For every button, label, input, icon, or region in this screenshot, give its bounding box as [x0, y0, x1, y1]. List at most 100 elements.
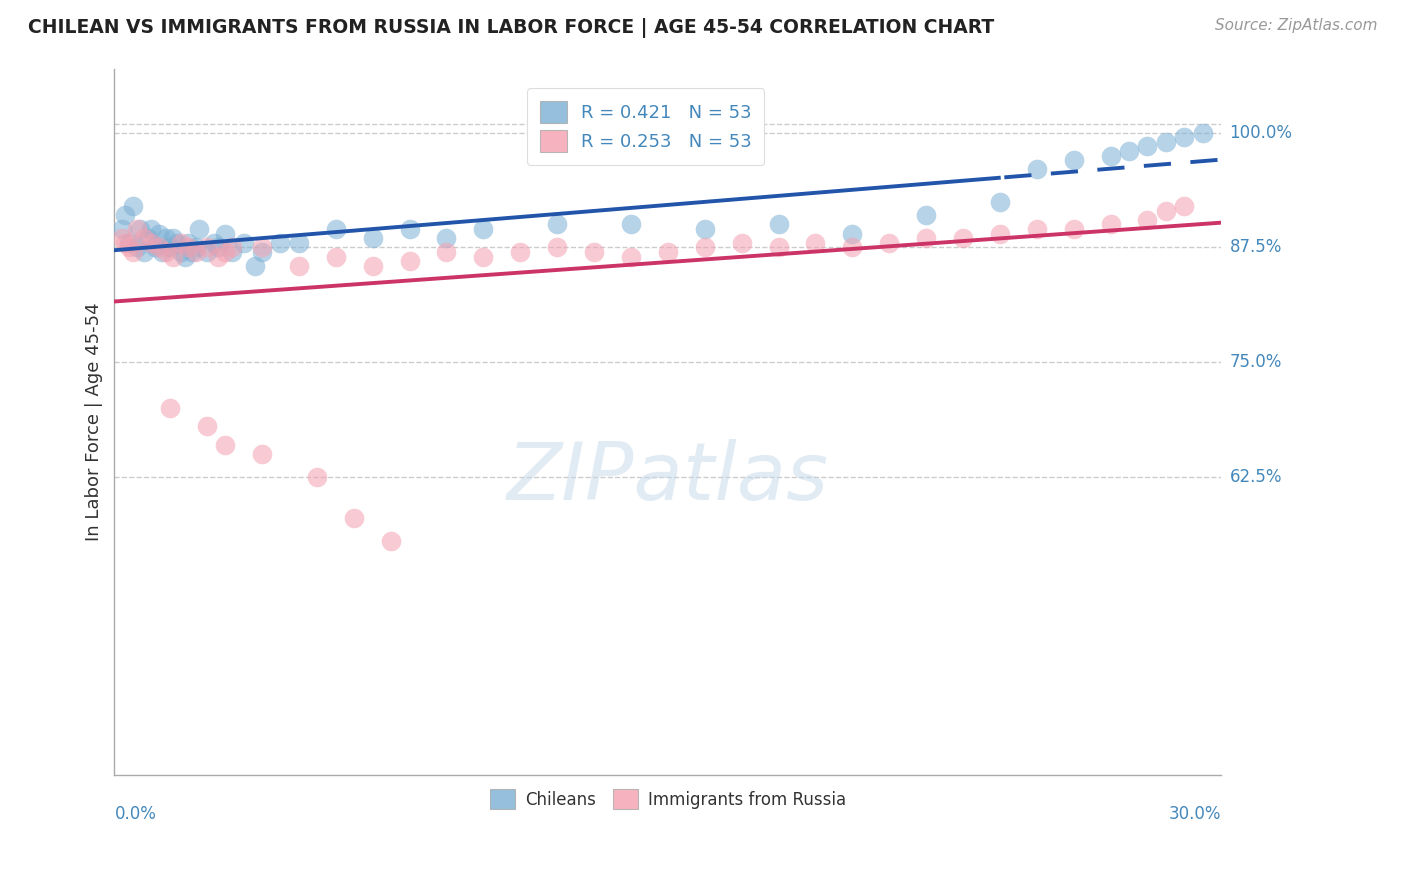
- Point: [988, 227, 1011, 241]
- Point: [1154, 203, 1177, 218]
- Point: [398, 254, 420, 268]
- Point: [170, 245, 193, 260]
- Point: [877, 235, 900, 250]
- Text: 75.0%: 75.0%: [1230, 353, 1282, 371]
- Point: [509, 245, 531, 260]
- Text: 87.5%: 87.5%: [1230, 238, 1282, 256]
- Point: [693, 222, 716, 236]
- Point: [166, 235, 188, 250]
- Point: [730, 235, 752, 250]
- Point: [250, 240, 273, 254]
- Point: [472, 222, 495, 236]
- Point: [155, 231, 177, 245]
- Point: [173, 250, 195, 264]
- Point: [841, 227, 863, 241]
- Point: [159, 401, 181, 415]
- Point: [841, 240, 863, 254]
- Point: [148, 240, 170, 254]
- Point: [307, 469, 329, 483]
- Point: [768, 240, 790, 254]
- Point: [121, 199, 143, 213]
- Point: [1136, 213, 1159, 227]
- Text: 62.5%: 62.5%: [1230, 467, 1282, 486]
- Point: [1173, 130, 1195, 145]
- Text: 0.0%: 0.0%: [114, 805, 156, 823]
- Point: [915, 208, 938, 222]
- Point: [472, 250, 495, 264]
- Legend: Chileans, Immigrants from Russia: Chileans, Immigrants from Russia: [484, 782, 852, 816]
- Point: [177, 235, 200, 250]
- Point: [1136, 139, 1159, 153]
- Point: [436, 245, 458, 260]
- Point: [121, 245, 143, 260]
- Point: [214, 245, 236, 260]
- Point: [583, 245, 606, 260]
- Point: [380, 533, 402, 548]
- Point: [325, 250, 347, 264]
- Point: [250, 245, 273, 260]
- Point: [188, 222, 211, 236]
- Point: [143, 240, 166, 254]
- Point: [1025, 222, 1047, 236]
- Point: [141, 235, 163, 250]
- Point: [288, 259, 311, 273]
- Point: [159, 240, 181, 254]
- Point: [132, 245, 155, 260]
- Point: [546, 240, 568, 254]
- Point: [1025, 162, 1047, 177]
- Point: [162, 250, 184, 264]
- Text: 100.0%: 100.0%: [1230, 124, 1292, 142]
- Point: [195, 240, 218, 254]
- Point: [232, 235, 254, 250]
- Point: [361, 259, 384, 273]
- Point: [195, 419, 218, 434]
- Point: [620, 218, 643, 232]
- Point: [141, 222, 163, 236]
- Point: [1099, 218, 1122, 232]
- Point: [1118, 144, 1140, 158]
- Point: [111, 222, 134, 236]
- Point: [221, 240, 243, 254]
- Point: [136, 231, 159, 245]
- Point: [1063, 222, 1085, 236]
- Point: [1099, 149, 1122, 163]
- Point: [184, 245, 207, 260]
- Point: [657, 245, 679, 260]
- Point: [118, 235, 141, 250]
- Point: [155, 245, 177, 260]
- Point: [129, 222, 152, 236]
- Point: [243, 259, 266, 273]
- Point: [1063, 153, 1085, 168]
- Point: [620, 250, 643, 264]
- Text: Source: ZipAtlas.com: Source: ZipAtlas.com: [1215, 18, 1378, 33]
- Point: [132, 231, 155, 245]
- Point: [325, 222, 347, 236]
- Point: [398, 222, 420, 236]
- Point: [202, 235, 225, 250]
- Point: [114, 208, 136, 222]
- Point: [207, 240, 229, 254]
- Point: [177, 240, 200, 254]
- Point: [1154, 135, 1177, 149]
- Point: [288, 235, 311, 250]
- Point: [988, 194, 1011, 209]
- Text: 30.0%: 30.0%: [1168, 805, 1222, 823]
- Point: [125, 222, 148, 236]
- Point: [915, 231, 938, 245]
- Point: [162, 231, 184, 245]
- Point: [221, 245, 243, 260]
- Point: [343, 511, 366, 525]
- Point: [114, 235, 136, 250]
- Point: [150, 245, 173, 260]
- Point: [118, 240, 141, 254]
- Point: [170, 235, 193, 250]
- Point: [214, 227, 236, 241]
- Point: [125, 240, 148, 254]
- Point: [804, 235, 827, 250]
- Point: [180, 245, 202, 260]
- Point: [1173, 199, 1195, 213]
- Point: [207, 250, 229, 264]
- Point: [184, 240, 207, 254]
- Point: [768, 218, 790, 232]
- Point: [214, 437, 236, 451]
